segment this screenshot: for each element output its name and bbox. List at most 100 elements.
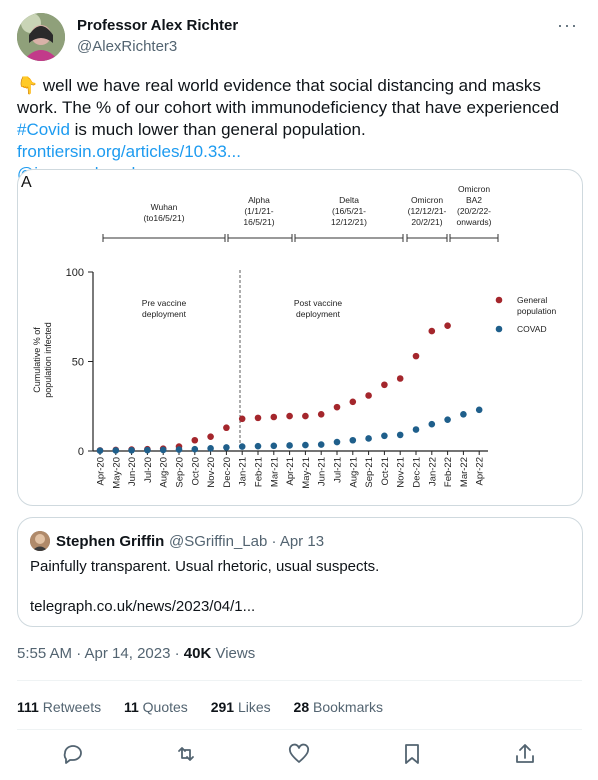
panel-label: A [21,174,32,191]
period-delta-range2: 12/12/21) [331,217,367,227]
general-population-point [349,398,357,406]
x-tick-label: Jan-21 [238,457,249,486]
divider [17,729,582,730]
covad-point [112,447,120,454]
period-alpha-name: Alpha [248,195,270,205]
x-tick-label: Jun-21 [317,457,328,486]
x-tick-label: Apr-22 [475,457,486,486]
y-axis-label-1: Cumulative % of [32,327,42,393]
quoted-author-name: Stephen Griffin [56,533,165,550]
x-tick-label: Mar-22 [459,457,470,487]
period-ranges [102,234,499,242]
tweet-image[interactable]: A Wuhan (to16/5/21) Alpha (1/1/21- 16/5/… [17,169,583,506]
tweet-header: Professor Alex Richter @AlexRichter3 ··· [17,13,582,63]
author-handle[interactable]: @AlexRichter3 [77,38,178,55]
general-population-point [191,436,199,444]
x-tick-label: May-20 [111,457,122,489]
x-tick-label: Sep-21 [364,457,375,488]
x-tick-label: Aug-20 [159,457,170,488]
covad-point [191,445,199,453]
x-tick-label: Dec-20 [222,457,233,488]
legend-general-label-2: population [517,306,557,316]
covad-point [381,432,388,440]
period-omicron-name: Omicron [411,195,443,205]
covad-point [396,431,404,439]
x-tick-label: Aug-21 [348,457,359,488]
general-population-point [302,412,309,420]
tweet-stats: 111 Retweets 11 Quotes 291 Likes 28 Book… [17,699,402,715]
general-population-point [223,424,230,432]
x-tick-label: Jul-21 [333,457,344,483]
like-icon[interactable] [287,742,311,766]
x-tick-label: Dec-21 [412,457,423,488]
retweet-icon[interactable] [174,742,198,766]
covad-point [428,420,436,428]
covad-point [128,446,135,454]
quoted-tweet[interactable]: Stephen Griffin @SGriffin_Lab · Apr 13 P… [17,517,583,627]
annotation-post-vaccine-1: Post vaccine [294,298,342,308]
bookmark-icon[interactable] [400,742,424,766]
x-tick-label: Jan-22 [427,457,438,486]
covad-point [475,406,483,414]
likes-stat[interactable]: 291 Likes [210,699,271,715]
x-tick-label: May-21 [301,457,312,489]
general-population-point [444,322,451,329]
period-ba2-name2: BA2 [466,195,482,205]
covad-point [460,411,467,418]
x-tick-label: Apr-21 [285,457,296,486]
more-options-icon[interactable]: ··· [557,15,578,35]
covad-point [286,442,293,449]
y-axis-label-2: population infected [43,322,53,398]
author-name[interactable]: Professor Alex Richter [77,17,239,34]
retweets-stat[interactable]: 111 Retweets [17,699,102,715]
article-link[interactable]: frontiersin.org/articles/10.33... [17,142,241,161]
period-ba2-name1: Omicron [458,184,490,194]
y-tick-label: 50 [72,357,84,369]
quotes-stat[interactable]: 11 Quotes [123,699,188,715]
divider [17,680,582,681]
legend-covad-label: COVAD [517,324,547,334]
x-tick-label: Feb-22 [443,457,454,487]
period-ba2-range2: onwards) [457,217,492,227]
general-population-point [317,411,325,418]
period-wuhan-name: Wuhan [151,202,178,212]
period-omicron-range1: (12/12/21- [408,206,447,216]
period-omicron-range2: 20/2/21) [411,217,442,227]
timestamp[interactable]: 5:55 AM · Apr 14, 2023 · [17,645,184,662]
quoted-author-avatar [30,531,50,551]
x-tick-label: Nov-20 [206,457,217,488]
covad-point [317,441,325,448]
annotation-post-vaccine-2: deployment [296,309,341,319]
infection-chart: A Wuhan (to16/5/21) Alpha (1/1/21- 16/5/… [21,174,557,489]
period-delta-range1: (16/5/21- [332,206,366,216]
general-population-point [207,433,214,440]
hashtag-link[interactable]: #Covid [17,120,70,139]
x-tick-label: Jul-20 [143,457,154,483]
x-tick-label: Apr-20 [96,457,107,486]
covad-point [270,442,278,450]
annotation-pre-vaccine-2: deployment [142,309,187,319]
period-wuhan-range: (to16/5/21) [143,213,184,223]
views-count: 40K [183,645,212,662]
share-icon[interactable] [513,742,537,766]
y-tick-label: 0 [78,446,84,458]
covad-point [223,444,230,451]
general-population-point [365,392,372,399]
general-population-point [428,327,436,335]
pointing-down-emoji: 👇 [17,76,39,95]
x-tick-label: Oct-20 [190,457,201,486]
quoted-text: Painfully transparent. Usual rhetoric, u… [30,558,380,575]
bookmarks-stat[interactable]: 28 Bookmarks [293,699,384,715]
covad-point [159,446,167,454]
period-ba2-range1: (20/2/22- [457,206,491,216]
covad-point [349,436,357,444]
quoted-link: telegraph.co.uk/news/2023/04/1... [30,598,256,615]
general-population-point [254,414,262,422]
general-population-point [396,375,404,382]
reply-icon[interactable] [61,742,85,766]
covad-point [96,447,104,454]
x-tick-label: Jun-20 [127,457,138,486]
covad-point [412,426,420,433]
author-avatar[interactable] [17,13,65,61]
covad-point [365,435,372,442]
